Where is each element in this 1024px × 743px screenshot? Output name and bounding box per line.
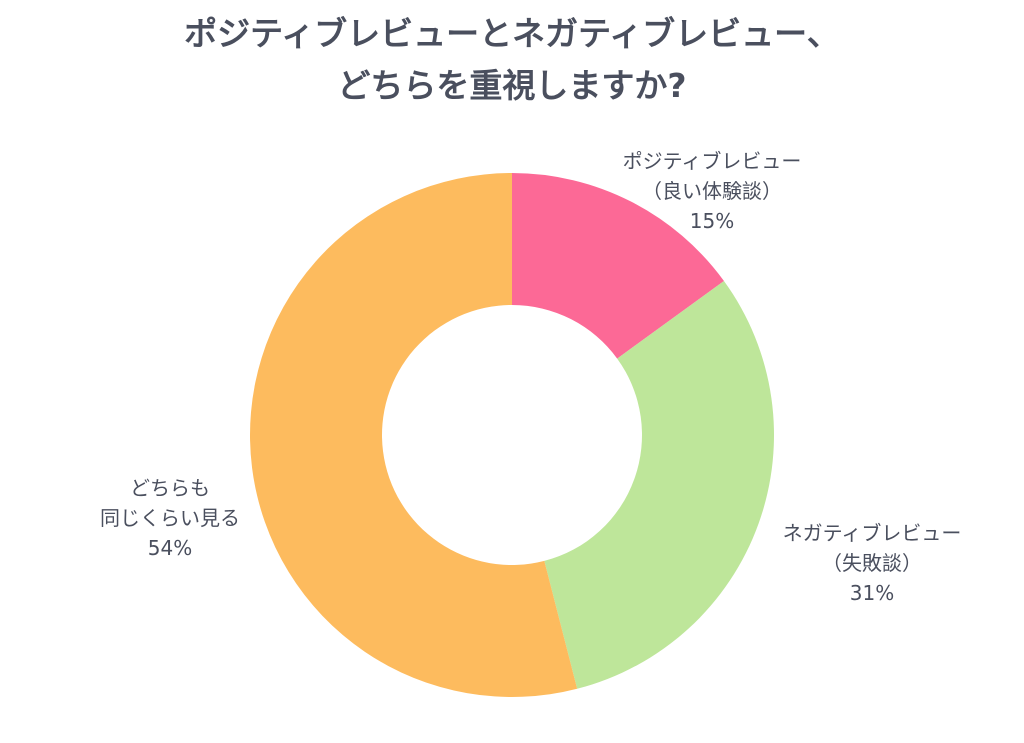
label-both-value: 54% [147,536,193,560]
title-line-1: ポジティブレビューとネガティブレビュー、 [184,14,840,53]
label-positive-line2: （良い体験談） [642,179,782,203]
label-positive: ポジティブレビュー （良い体験談） 15% [582,146,842,236]
label-positive-value: 15% [689,209,735,233]
label-negative-line2: （失敗談） [822,551,922,575]
label-positive-line1: ポジティブレビュー [622,149,802,173]
label-negative-value: 31% [849,581,895,605]
label-both-line1: どちらも [130,476,210,500]
chart-title: ポジティブレビューとネガティブレビュー、 どちらを重視しますか? [0,8,1024,112]
label-both-line2: 同じくらい見る [100,506,240,530]
slice-positive [512,173,724,359]
title-line-2: どちらを重視しますか? [337,66,687,105]
slice-negative [544,281,774,689]
label-negative: ネガティブレビュー （失敗談） 31% [742,518,1002,608]
label-negative-line1: ネガティブレビュー [782,521,962,545]
slice-both [250,173,578,697]
label-both: どちらも 同じくらい見る 54% [60,473,280,563]
